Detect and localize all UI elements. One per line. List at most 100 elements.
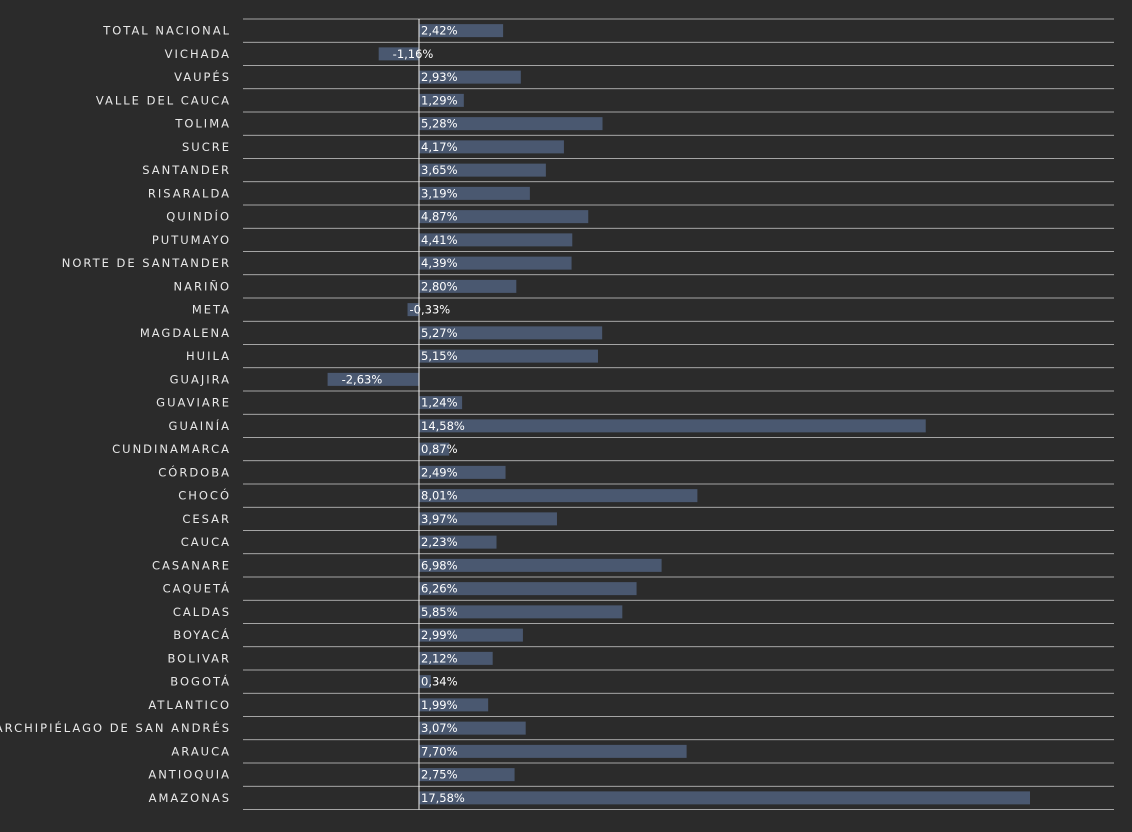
data-label: 8,01% (421, 489, 458, 503)
bar-25 (419, 582, 637, 596)
bar-29 (419, 675, 431, 689)
data-label: 2,23% (421, 535, 458, 549)
category-label: CASANARE (152, 558, 231, 572)
bar-30 (419, 698, 489, 712)
data-label: 2,12% (421, 651, 458, 665)
bar-17 (419, 396, 463, 410)
data-label: -0,33% (410, 303, 451, 317)
category-label: GUAJIRA (170, 372, 231, 386)
bar-19 (419, 442, 450, 456)
category-label: CUNDINAMARCA (112, 442, 231, 456)
data-label: 3,07% (421, 721, 458, 735)
bar-33 (419, 768, 515, 782)
category-label: MAGDALENA (140, 326, 231, 340)
bar-2 (378, 47, 419, 61)
category-label: BOYACÁ (173, 627, 231, 642)
bar-15 (419, 349, 598, 363)
data-label: -2,63% (342, 372, 383, 386)
category-label: BOLIVAR (167, 651, 231, 665)
category-label: VAUPÉS (174, 69, 231, 84)
data-label: -1,16% (393, 47, 434, 61)
category-label: TOLIMA (174, 117, 231, 131)
data-label: 4,41% (421, 233, 458, 247)
data-label: 5,28% (421, 117, 458, 131)
bar-6 (419, 140, 564, 154)
data-label: 3,19% (421, 186, 458, 200)
data-label: 6,26% (421, 582, 458, 596)
data-label: 4,17% (421, 140, 458, 154)
category-label: CAQUETÁ (163, 581, 231, 596)
bar-7 (419, 163, 546, 177)
category-label: AMAZONAS (149, 791, 231, 805)
category-label: CALDAS (173, 605, 231, 619)
bar-27 (419, 628, 523, 642)
data-label: 2,99% (421, 628, 458, 642)
bar-12 (419, 279, 517, 293)
bar-9 (419, 210, 589, 224)
bar-28 (419, 651, 493, 665)
bar-32 (419, 744, 687, 758)
category-label: CESAR (182, 512, 231, 526)
category-label: BOGOTÁ (170, 674, 231, 689)
category-label: QUINDÍO (166, 209, 231, 224)
bar-26 (419, 605, 623, 619)
data-label: 14,58% (421, 419, 465, 433)
bar-18 (419, 419, 926, 433)
data-label: 2,49% (421, 465, 458, 479)
bar-31 (419, 721, 526, 735)
bar-13 (407, 303, 419, 317)
data-label: 2,42% (421, 24, 458, 38)
data-label: 5,15% (421, 349, 458, 363)
category-label: META (192, 303, 231, 317)
category-label: NORTE DE SANTANDER (62, 256, 231, 270)
bar-16 (327, 372, 419, 386)
category-label: GUAVIARE (156, 396, 231, 410)
category-label: CAUCA (181, 535, 231, 549)
bar-22 (419, 512, 557, 526)
category-label: GUAINÍA (169, 418, 231, 433)
bar-23 (419, 535, 497, 549)
category-label: ARCHIPIÉLAGO DE SAN ANDRÉS (0, 720, 231, 735)
category-label: HUILA (186, 349, 231, 363)
bar-4 (419, 93, 464, 107)
category-label: TOTAL NACIONAL (102, 24, 231, 38)
bar-14 (419, 326, 603, 340)
data-label: 1,29% (421, 93, 458, 107)
data-label: 3,65% (421, 163, 458, 177)
bar-20 (419, 465, 506, 479)
data-label: 2,93% (421, 70, 458, 84)
category-label: ANTIOQUIA (148, 768, 231, 782)
data-label: 2,75% (421, 768, 458, 782)
bar-11 (419, 256, 572, 270)
data-label: 17,58% (421, 791, 465, 805)
bar-10 (419, 233, 573, 247)
category-label: SUCRE (182, 140, 231, 154)
category-label: SANTANDER (142, 163, 231, 177)
data-label: 4,87% (421, 210, 458, 224)
data-label: 4,39% (421, 256, 458, 270)
bar-21 (419, 489, 698, 503)
data-label: 0,87% (421, 442, 458, 456)
data-label: 2,80% (421, 279, 458, 293)
category-label: VICHADA (165, 47, 231, 61)
category-label: CÓRDOBA (158, 464, 231, 479)
data-label: 5,85% (421, 605, 458, 619)
data-label: 0,34% (421, 675, 458, 689)
data-label: 3,97% (421, 512, 458, 526)
data-label: 6,98% (421, 558, 458, 572)
bar-24 (419, 558, 662, 572)
category-label: ARAUCA (171, 744, 231, 758)
data-label: 1,24% (421, 396, 458, 410)
data-label: 1,99% (421, 698, 458, 712)
category-label: PUTUMAYO (152, 233, 231, 247)
category-label: CHOCÓ (178, 488, 231, 503)
category-label: ATLANTICO (148, 698, 231, 712)
bar-34 (419, 791, 1030, 805)
data-label: 7,70% (421, 744, 458, 758)
category-label: NARIÑO (173, 278, 231, 293)
bar-8 (419, 186, 530, 200)
data-label: 5,27% (421, 326, 458, 340)
category-label: VALLE DEL CAUCA (96, 93, 231, 107)
